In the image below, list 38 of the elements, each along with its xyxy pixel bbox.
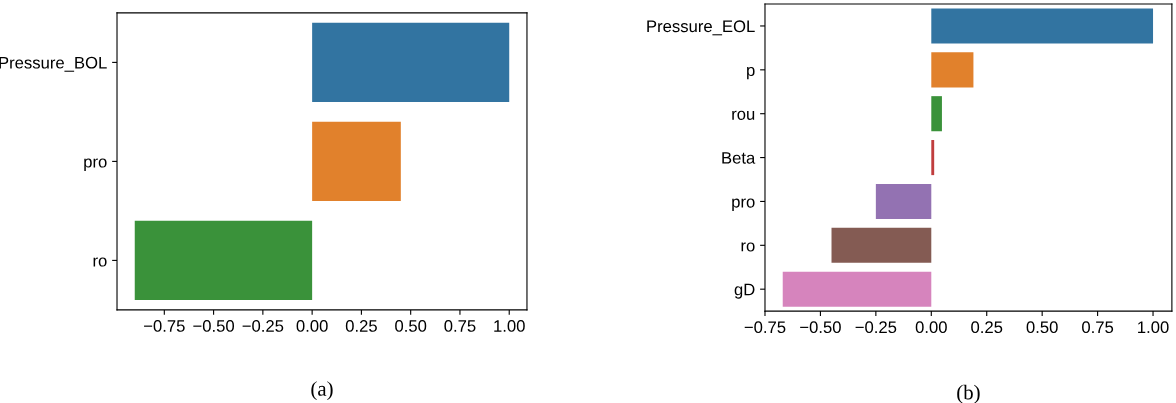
text: (a)	[311, 381, 333, 401]
x-tick-label: 0.50	[1026, 321, 1058, 334]
bar	[782, 271, 932, 307]
y-tick-label: ro	[93, 257, 107, 267]
x-tick-label: −0.50	[800, 321, 841, 334]
y-tick-label: Beta	[722, 152, 756, 164]
bar	[134, 220, 313, 301]
y-tick-label: ro	[741, 242, 755, 252]
x-tick-label: 0.75	[444, 320, 476, 332]
bar	[931, 140, 935, 176]
text: (b)	[957, 384, 980, 403]
bar	[931, 8, 1154, 44]
bar	[831, 227, 932, 263]
x-tick-label: −0.25	[855, 321, 897, 334]
bar	[931, 96, 942, 132]
x-tick-label: 0.00	[915, 321, 947, 334]
x-tick-label: 0.25	[345, 320, 377, 332]
bar	[931, 52, 974, 88]
x-tick-label: 0.00	[296, 320, 328, 332]
bar	[312, 22, 510, 102]
y-tick-label: p	[747, 66, 755, 80]
x-tick-label: −0.75	[144, 320, 185, 332]
y-tick-label: Pressure_BOL	[0, 56, 107, 72]
x-tick-label: 1.00	[1138, 321, 1169, 334]
y-tick-label: pro	[84, 158, 107, 171]
x-tick-label: −0.50	[193, 320, 235, 332]
y-tick-label: Pressure_EOL	[647, 20, 755, 36]
y-tick-label: pro	[732, 198, 755, 211]
x-tick-label: 0.50	[395, 320, 427, 332]
x-tick-label: 1.00	[494, 320, 525, 332]
y-tick-label: rou	[732, 110, 755, 120]
x-tick-label: −0.75	[744, 321, 786, 334]
bar	[875, 183, 932, 219]
x-tick-label: 0.25	[971, 321, 1003, 334]
x-tick-label: −0.25	[242, 320, 284, 332]
x-tick-label: 0.75	[1082, 321, 1114, 334]
y-tick-label: gD	[734, 283, 755, 299]
bar	[312, 121, 401, 201]
